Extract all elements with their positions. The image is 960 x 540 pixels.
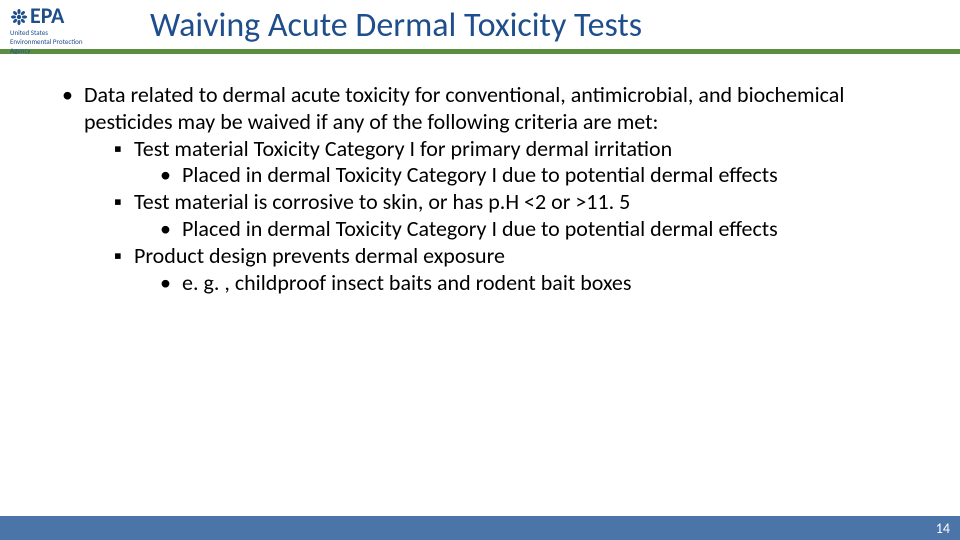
bullet-l1-text: Data related to dermal acute toxicity fo… xyxy=(84,82,910,136)
epa-subtext-3: Agency xyxy=(10,47,140,55)
bullet-marker-dot-icon: • xyxy=(62,82,84,136)
bullet-marker-dot-icon: • xyxy=(160,270,182,297)
bullet-level-2: ▪ Product design prevents dermal exposur… xyxy=(62,243,910,270)
epa-logo-abbrev: EPA xyxy=(10,4,140,28)
bullet-marker-square-icon: ▪ xyxy=(114,189,134,216)
slide-header: EPA United States Environmental Protecti… xyxy=(0,0,960,54)
bullet-l3-text: Placed in dermal Toxicity Category I due… xyxy=(182,162,778,189)
bullet-level-3: • Placed in dermal Toxicity Category I d… xyxy=(62,216,910,243)
epa-logo: EPA United States Environmental Protecti… xyxy=(10,4,140,50)
bullet-marker-dot-icon: • xyxy=(160,216,182,243)
bullet-level-3: • e. g. , childproof insect baits and ro… xyxy=(62,270,910,297)
slide-title: Waiving Acute Dermal Toxicity Tests xyxy=(150,5,642,46)
slide-footer: 14 xyxy=(0,516,960,540)
bullet-level-2: ▪ Test material Toxicity Category I for … xyxy=(62,136,910,163)
epa-subtext-1: United States xyxy=(10,29,140,37)
bullet-l2-text: Test material Toxicity Category I for pr… xyxy=(134,136,672,163)
page-number: 14 xyxy=(936,520,950,537)
epa-flower-icon xyxy=(10,7,28,25)
epa-abbrev-text: EPA xyxy=(30,4,64,28)
bullet-level-2: ▪ Test material is corrosive to skin, or… xyxy=(62,189,910,216)
bullet-level-3: • Placed in dermal Toxicity Category I d… xyxy=(62,162,910,189)
slide-body: • Data related to dermal acute toxicity … xyxy=(0,54,960,297)
bullet-l2-text: Test material is corrosive to skin, or h… xyxy=(134,189,630,216)
bullet-marker-dot-icon: • xyxy=(160,162,182,189)
epa-subtext-2: Environmental Protection xyxy=(10,38,140,46)
bullet-level-1: • Data related to dermal acute toxicity … xyxy=(62,82,910,136)
bullet-l3-text: e. g. , childproof insect baits and rode… xyxy=(182,270,631,297)
bullet-marker-square-icon: ▪ xyxy=(114,243,134,270)
bullet-l3-text: Placed in dermal Toxicity Category I due… xyxy=(182,216,778,243)
bullet-marker-square-icon: ▪ xyxy=(114,136,134,163)
bullet-l2-text: Product design prevents dermal exposure xyxy=(134,243,505,270)
